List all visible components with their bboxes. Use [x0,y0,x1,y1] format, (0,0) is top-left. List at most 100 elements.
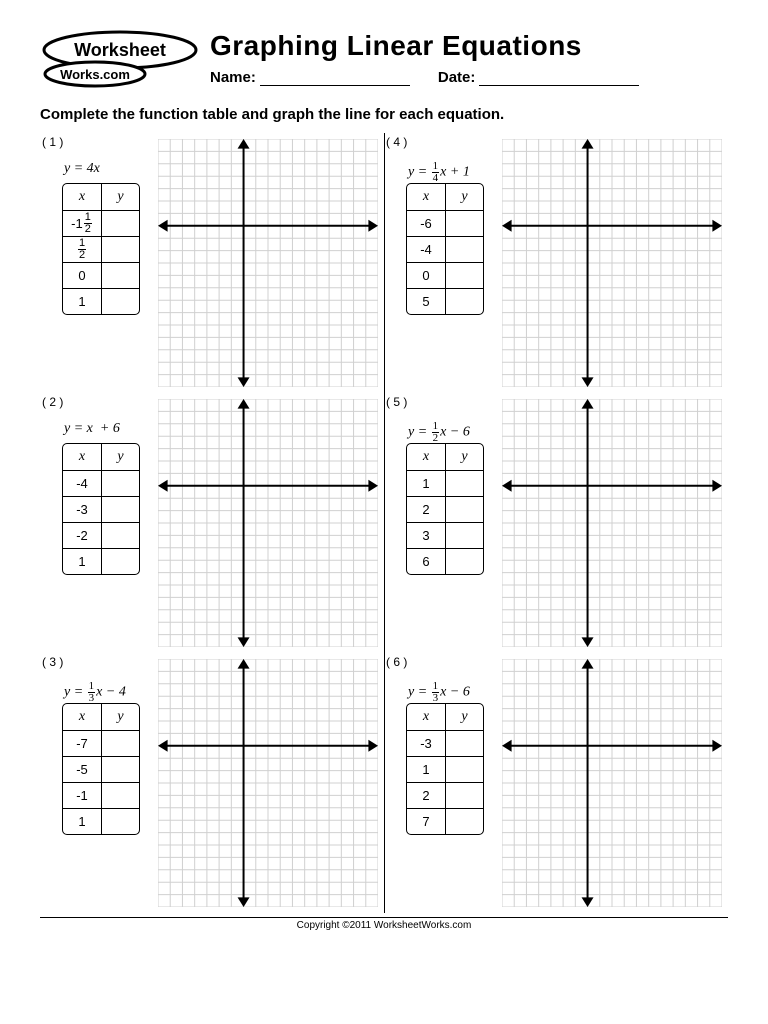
y-cell[interactable] [101,237,139,262]
y-cell[interactable] [445,263,483,288]
x-cell: 2 [407,783,445,808]
table-row: -6 [407,210,483,236]
coordinate-grid[interactable] [158,139,378,387]
y-cell[interactable] [101,783,139,808]
table-header-x: x [407,184,445,210]
x-cell: 1 [407,757,445,782]
y-cell[interactable] [445,471,483,496]
x-cell: 3 [407,523,445,548]
function-table: xy-1121201 [62,183,140,315]
y-cell[interactable] [101,263,139,288]
x-cell: 12 [63,237,101,262]
x-cell: 0 [407,263,445,288]
y-cell[interactable] [101,497,139,522]
table-row: -1 [63,782,139,808]
x-cell: 1 [63,289,101,314]
table-header-x: x [63,184,101,210]
x-cell: -3 [407,731,445,756]
header: Worksheet Works.com Graphing Linear Equa… [40,30,728,88]
problem-number: ( 6 ) [386,655,407,669]
table-row: -3 [63,496,139,522]
coordinate-grid[interactable] [158,399,378,647]
x-cell: 5 [407,289,445,314]
function-table: xy-6-405 [406,183,484,315]
table-row: 2 [407,496,483,522]
table-row: -4 [63,470,139,496]
table-row: 3 [407,522,483,548]
table-row: 1 [63,808,139,834]
y-cell[interactable] [445,757,483,782]
x-cell: -112 [63,211,101,236]
y-cell[interactable] [445,783,483,808]
page-title: Graphing Linear Equations [210,30,728,62]
table-row: 5 [407,288,483,314]
x-cell: -2 [63,523,101,548]
y-cell[interactable] [445,549,483,574]
table-row: -7 [63,730,139,756]
table-header-y: y [445,444,483,470]
table-header-x: x [407,444,445,470]
svg-text:Works.com: Works.com [60,67,130,82]
function-table: xy1236 [406,443,484,575]
y-cell[interactable] [101,549,139,574]
y-cell[interactable] [445,497,483,522]
y-cell[interactable] [445,211,483,236]
problem: ( 1 )y = 4x xy-1121201 [40,133,384,393]
x-cell: -1 [63,783,101,808]
name-field-group: Name: [210,68,410,86]
y-cell[interactable] [445,237,483,262]
coordinate-grid[interactable] [158,659,378,907]
y-cell[interactable] [101,809,139,834]
y-cell[interactable] [445,809,483,834]
table-row: 0 [63,262,139,288]
y-cell[interactable] [101,289,139,314]
problem-number: ( 3 ) [42,655,63,669]
y-cell[interactable] [101,731,139,756]
copyright-text: Copyright ©2011 WorksheetWorks.com [40,918,728,931]
coordinate-grid[interactable] [502,139,722,387]
x-cell: 1 [63,549,101,574]
coordinate-grid[interactable] [502,399,722,647]
problem-number: ( 1 ) [42,135,63,149]
y-cell[interactable] [445,523,483,548]
table-row: 1 [63,548,139,574]
date-field-group: Date: [438,68,640,86]
svg-text:Worksheet: Worksheet [74,40,166,60]
table-row: 6 [407,548,483,574]
table-row: 12 [63,236,139,262]
x-cell: -4 [407,237,445,262]
y-cell[interactable] [445,289,483,314]
x-cell: 2 [407,497,445,522]
table-header-x: x [63,444,101,470]
table-header-y: y [101,444,139,470]
y-cell[interactable] [101,211,139,236]
table-row: 1 [407,470,483,496]
table-row: -2 [63,522,139,548]
coordinate-grid[interactable] [502,659,722,907]
worksheetworks-logo: Worksheet Works.com [40,30,200,88]
title-block: Graphing Linear Equations Name: Date: [210,30,728,86]
function-table: xy-4-3-21 [62,443,140,575]
y-cell[interactable] [101,523,139,548]
x-cell: -4 [63,471,101,496]
problems-container: ( 1 )y = 4xxy-1121201( 2 )y = x + 6xy-4-… [40,133,728,913]
y-cell[interactable] [445,731,483,756]
y-cell[interactable] [101,757,139,782]
table-header-y: y [445,704,483,730]
equation: y = 14x + 1 [408,161,470,184]
instructions-text: Complete the function table and graph th… [40,106,728,123]
date-label: Date: [438,69,476,86]
equation: y = 4x [64,161,100,177]
y-cell[interactable] [101,471,139,496]
problem: ( 2 )y = x + 6xy-4-3-21 [40,393,384,653]
problem: ( 4 )y = 14x + 1xy-6-405 [384,133,728,393]
x-cell: 1 [407,471,445,496]
name-input-line[interactable] [260,68,410,86]
x-cell: -5 [63,757,101,782]
date-input-line[interactable] [479,68,639,86]
equation: y = 12x − 6 [408,421,470,444]
x-cell: 7 [407,809,445,834]
table-header-y: y [101,184,139,210]
function-table: xy-3127 [406,703,484,835]
table-row: 1 [407,756,483,782]
